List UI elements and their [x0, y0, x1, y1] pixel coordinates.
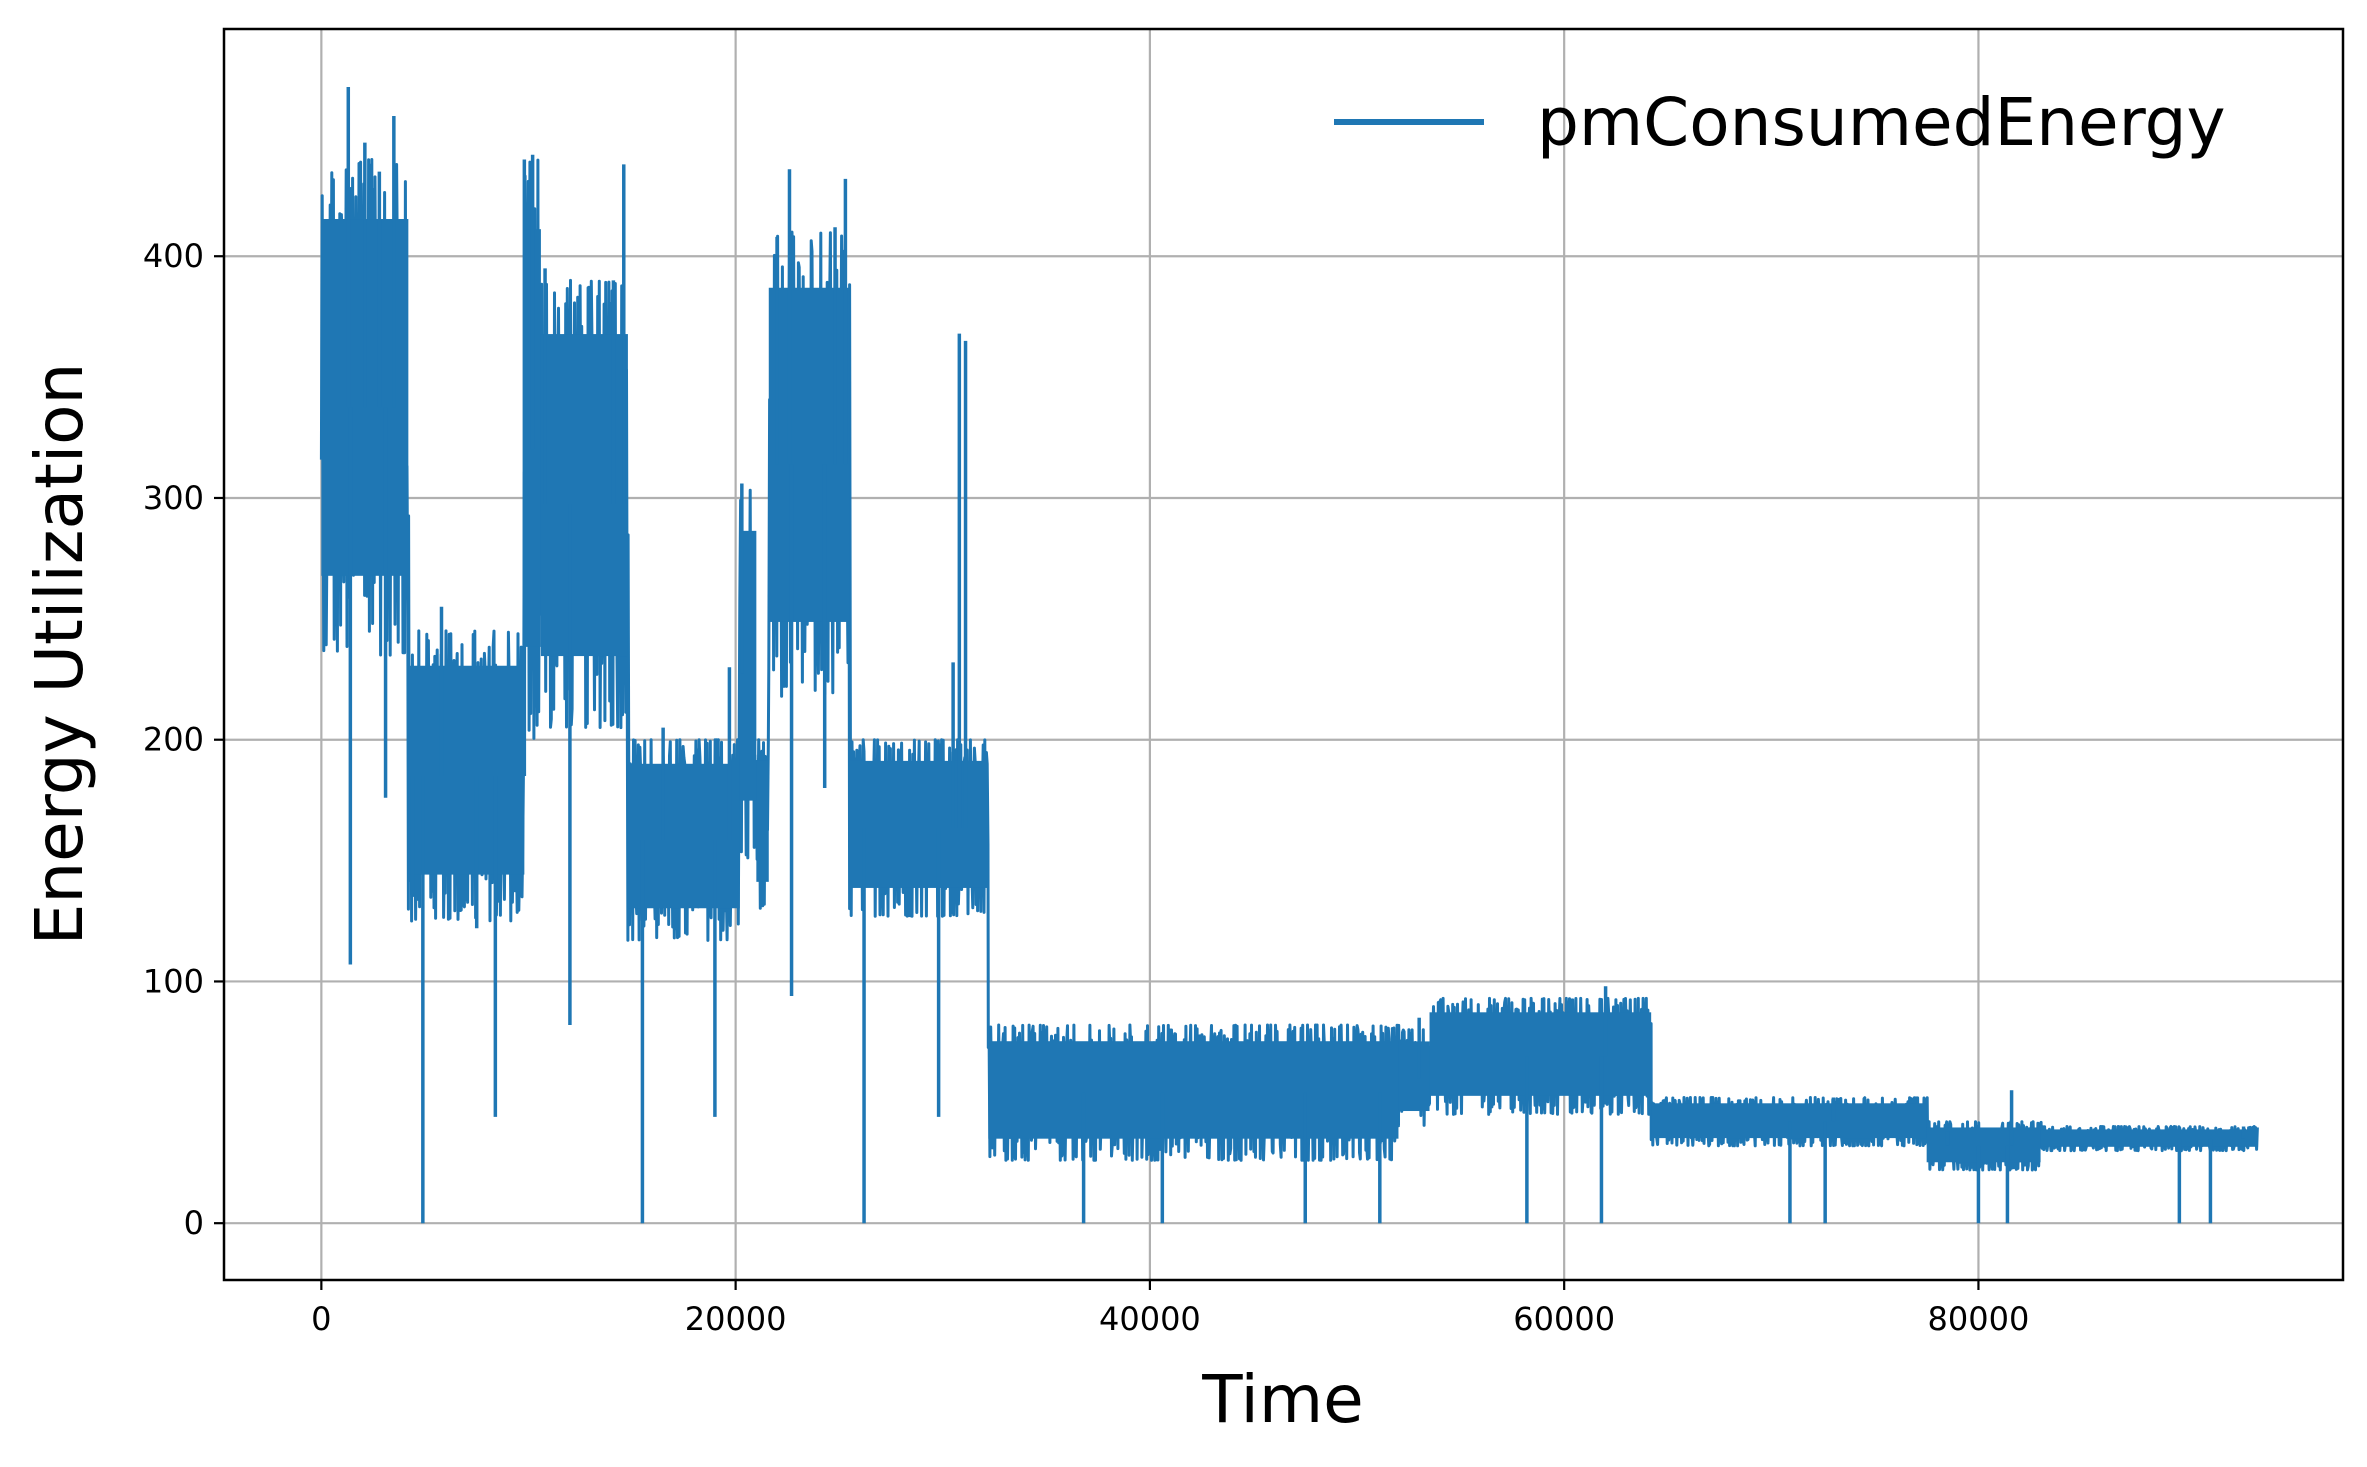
y-tick-label: 0 [184, 1204, 204, 1242]
legend-label: pmConsumedEnergy [1537, 84, 2226, 161]
series-band [1926, 1127, 2041, 1163]
y-tick-label: 200 [143, 721, 204, 759]
series-band [768, 287, 850, 622]
y-tick-label: 100 [143, 962, 204, 1000]
series-band [849, 760, 989, 888]
x-tick-label: 20000 [685, 1300, 787, 1338]
x-tick-label: 40000 [1099, 1300, 1201, 1338]
y-tick-label: 400 [143, 237, 204, 275]
axis-ticks: 0 20000 40000 60000 80000 0 100 200 300 400 [143, 237, 2029, 1338]
y-tick-label: 300 [143, 479, 204, 517]
legend: pmConsumedEnergy [1334, 84, 2226, 161]
x-tick-label: 80000 [1928, 1300, 2030, 1338]
series-band [739, 530, 757, 801]
x-tick-label: 60000 [1513, 1300, 1615, 1338]
x-axis-label: Time [1201, 1361, 1364, 1438]
plot-frame [222, 27, 2345, 1282]
y-axis-label: Energy Utilization [21, 363, 98, 946]
series-band [988, 1041, 1399, 1139]
x-tick-label: 0 [311, 1300, 331, 1338]
series-band [1398, 1041, 1430, 1112]
series-band [1429, 1012, 1652, 1096]
plot-area [319, 87, 2259, 1224]
series-band [2040, 1129, 2259, 1147]
series-band [408, 665, 525, 875]
series-band [756, 760, 769, 882]
series-band [627, 763, 740, 909]
